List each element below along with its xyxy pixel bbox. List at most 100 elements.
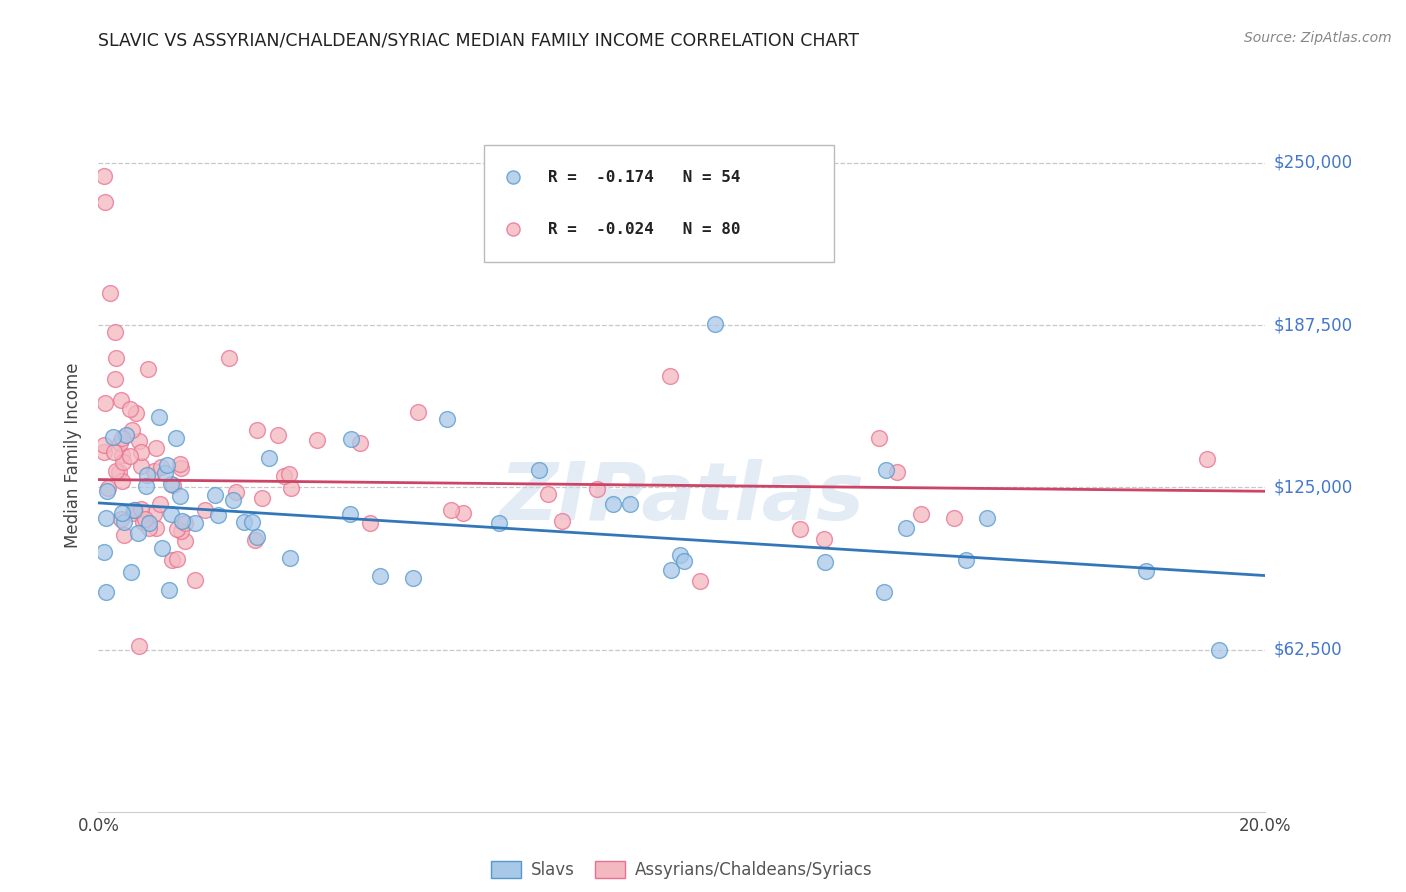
Point: [121, 423, 143, 437]
Point: [157, 583, 180, 598]
Point: [97, 482, 120, 496]
Point: [129, 445, 152, 459]
Point: [128, 640, 150, 654]
Text: R =  -0.024   N = 80: R = -0.024 N = 80: [548, 222, 740, 236]
Point: [349, 436, 371, 450]
Point: [280, 481, 302, 495]
Point: [115, 427, 138, 442]
Point: [105, 464, 128, 478]
Text: $62,500: $62,500: [1274, 640, 1343, 658]
Text: Source: ZipAtlas.com: Source: ZipAtlas.com: [1244, 31, 1392, 45]
Point: [111, 507, 134, 521]
Point: [155, 458, 177, 473]
Point: [222, 493, 245, 508]
Point: [103, 325, 125, 339]
Point: [659, 563, 682, 577]
Point: [259, 450, 281, 465]
Point: [170, 514, 193, 528]
Point: [1197, 451, 1219, 466]
Point: [204, 488, 226, 502]
Point: [669, 548, 692, 562]
Point: [602, 497, 624, 511]
Point: [111, 432, 134, 446]
Point: [111, 455, 134, 469]
Point: [127, 526, 149, 541]
Point: [868, 431, 890, 445]
Point: [118, 449, 141, 463]
Point: [108, 465, 131, 479]
FancyBboxPatch shape: [484, 145, 834, 262]
Point: [246, 530, 269, 544]
Point: [145, 521, 167, 535]
Point: [149, 497, 172, 511]
Point: [142, 507, 165, 521]
Point: [886, 465, 908, 479]
Point: [110, 512, 132, 526]
Point: [160, 477, 183, 491]
Point: [246, 423, 269, 437]
Point: [93, 445, 115, 459]
Point: [451, 506, 474, 520]
Point: [704, 317, 727, 331]
Point: [122, 503, 145, 517]
Point: [537, 486, 560, 500]
Point: [112, 516, 135, 530]
Point: [359, 516, 381, 531]
Point: [339, 507, 361, 521]
Point: [135, 479, 157, 493]
Point: [408, 405, 430, 419]
Point: [96, 483, 118, 498]
Point: [910, 507, 932, 521]
Point: [120, 565, 142, 579]
Point: [240, 515, 263, 529]
Point: [110, 393, 132, 408]
Point: [439, 503, 461, 517]
Point: [94, 194, 117, 209]
Point: [173, 516, 195, 531]
Point: [103, 430, 125, 444]
Point: [250, 491, 273, 506]
Text: $250,000: $250,000: [1274, 154, 1353, 172]
Point: [94, 585, 117, 599]
Point: [267, 428, 290, 442]
Point: [143, 464, 166, 478]
Point: [814, 555, 837, 569]
Point: [170, 524, 193, 538]
Point: [128, 434, 150, 449]
Legend: Slavs, Assyrians/Chaldeans/Syriacs: Slavs, Assyrians/Chaldeans/Syriacs: [485, 854, 879, 886]
Point: [110, 436, 132, 450]
Text: $125,000: $125,000: [1274, 478, 1353, 496]
Point: [166, 551, 188, 566]
Point: [1208, 642, 1230, 657]
Point: [585, 482, 607, 496]
Point: [160, 507, 183, 521]
Point: [278, 551, 301, 566]
Point: [488, 516, 510, 530]
Point: [118, 402, 141, 417]
Point: [138, 516, 160, 531]
Text: $187,500: $187,500: [1274, 316, 1353, 334]
Point: [207, 508, 229, 522]
Point: [169, 457, 191, 471]
Point: [789, 522, 811, 536]
Point: [976, 510, 998, 524]
Point: [136, 468, 159, 483]
Point: [121, 506, 143, 520]
Point: [943, 511, 966, 525]
Point: [368, 569, 391, 583]
Point: [150, 541, 173, 556]
Point: [148, 410, 170, 425]
Point: [145, 441, 167, 455]
Point: [124, 503, 146, 517]
Point: [340, 432, 363, 446]
Point: [94, 396, 117, 410]
Point: [132, 515, 155, 529]
Point: [225, 484, 247, 499]
Point: [129, 458, 152, 473]
Point: [170, 460, 193, 475]
Point: [813, 532, 835, 546]
Point: [134, 512, 156, 526]
Point: [273, 469, 295, 483]
Y-axis label: Median Family Income: Median Family Income: [65, 362, 83, 548]
Point: [104, 372, 127, 386]
